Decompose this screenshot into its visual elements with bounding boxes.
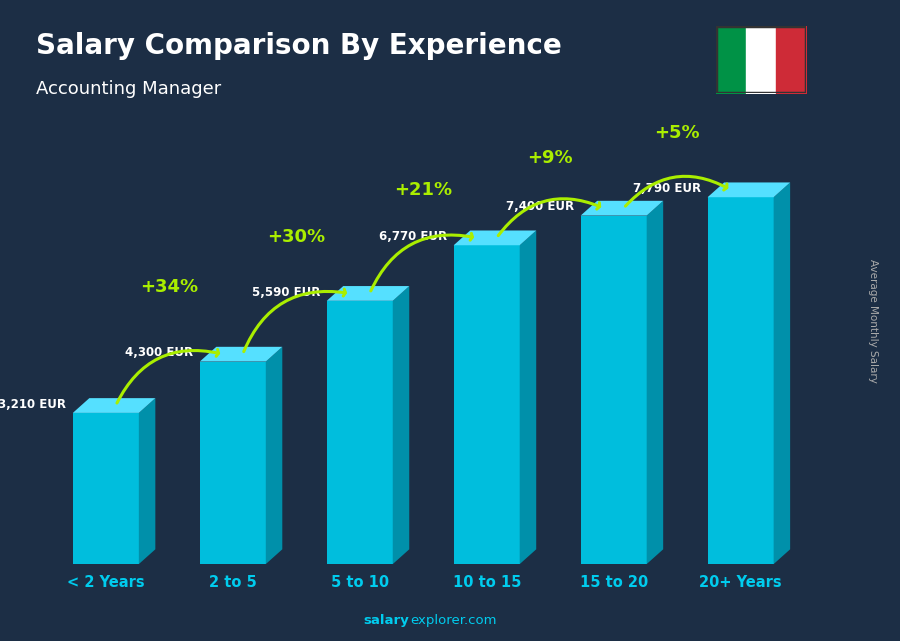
Polygon shape <box>73 413 139 564</box>
Polygon shape <box>580 201 663 215</box>
Polygon shape <box>707 197 774 564</box>
Polygon shape <box>327 301 392 564</box>
Polygon shape <box>519 231 536 564</box>
Text: +9%: +9% <box>527 149 573 167</box>
Text: +5%: +5% <box>654 124 700 142</box>
Text: salary: salary <box>364 614 410 627</box>
Text: 6,770 EUR: 6,770 EUR <box>379 230 447 243</box>
Text: 4,300 EUR: 4,300 EUR <box>125 346 194 359</box>
Text: Salary Comparison By Experience: Salary Comparison By Experience <box>36 32 562 60</box>
Polygon shape <box>266 347 283 564</box>
Text: 3,210 EUR: 3,210 EUR <box>0 397 67 411</box>
Polygon shape <box>139 398 156 564</box>
Polygon shape <box>327 286 410 301</box>
Text: 7,790 EUR: 7,790 EUR <box>633 182 701 195</box>
Text: Average Monthly Salary: Average Monthly Salary <box>868 258 878 383</box>
Text: 7,400 EUR: 7,400 EUR <box>506 200 574 213</box>
Text: explorer.com: explorer.com <box>410 614 497 627</box>
Polygon shape <box>707 183 790 197</box>
Text: Accounting Manager: Accounting Manager <box>36 80 221 98</box>
Text: +34%: +34% <box>140 278 198 296</box>
Polygon shape <box>454 231 536 246</box>
Polygon shape <box>73 398 156 413</box>
Text: 5,590 EUR: 5,590 EUR <box>252 285 320 299</box>
Polygon shape <box>580 215 647 564</box>
Polygon shape <box>774 183 790 564</box>
Polygon shape <box>454 246 519 564</box>
Text: +30%: +30% <box>267 228 325 246</box>
Polygon shape <box>200 362 266 564</box>
Polygon shape <box>392 286 410 564</box>
Text: +21%: +21% <box>394 181 453 199</box>
Polygon shape <box>647 201 663 564</box>
Polygon shape <box>200 347 283 362</box>
